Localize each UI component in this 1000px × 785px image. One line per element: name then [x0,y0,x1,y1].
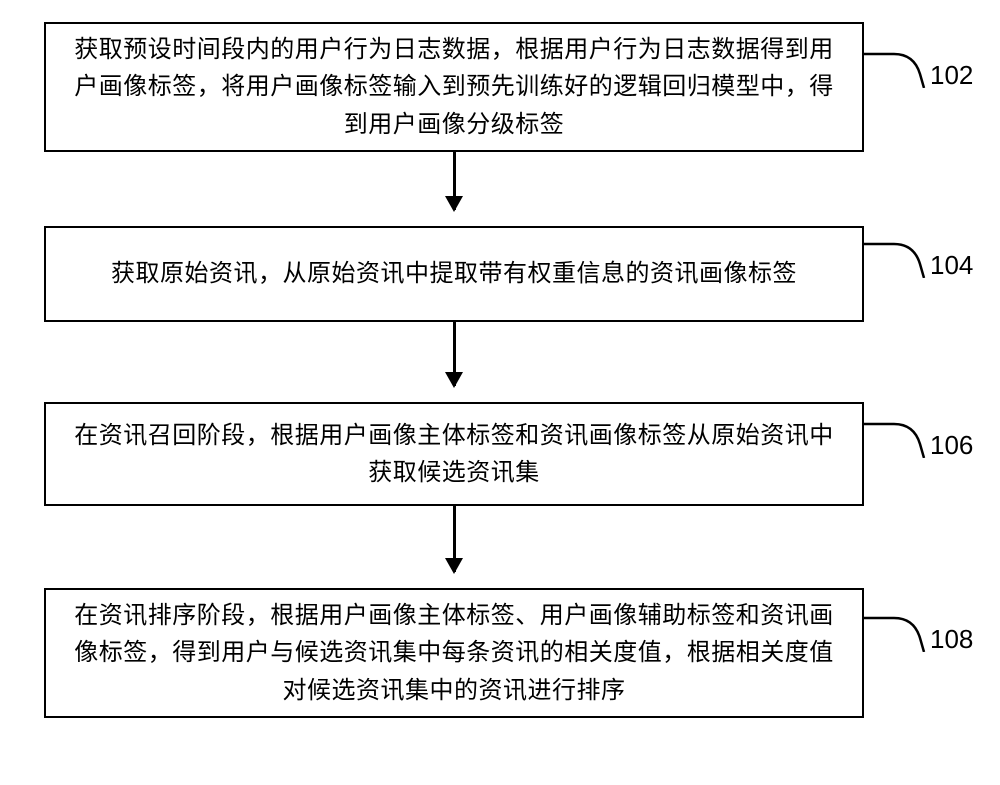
arrow-1 [453,152,456,210]
arrow-3 [453,506,456,572]
connector-104 [864,230,930,278]
step-box-102: 获取预设时间段内的用户行为日志数据，根据用户行为日志数据得到用户画像标签，将用户… [44,22,864,152]
step-box-106: 在资讯召回阶段，根据用户画像主体标签和资讯画像标签从原始资讯中获取候选资讯集 [44,402,864,506]
step-label-108: 108 [930,624,973,655]
step-text-104: 获取原始资讯，从原始资讯中提取带有权重信息的资讯画像标签 [111,255,797,292]
connector-106 [864,410,930,458]
step-label-102: 102 [930,60,973,91]
step-label-106: 106 [930,430,973,461]
connector-102 [864,40,930,88]
step-text-102: 获取预设时间段内的用户行为日志数据，根据用户行为日志数据得到用户画像标签，将用户… [66,31,842,143]
step-label-104: 104 [930,250,973,281]
step-box-104: 获取原始资讯，从原始资讯中提取带有权重信息的资讯画像标签 [44,226,864,322]
step-box-108: 在资讯排序阶段，根据用户画像主体标签、用户画像辅助标签和资讯画像标签，得到用户与… [44,588,864,718]
step-text-106: 在资讯召回阶段，根据用户画像主体标签和资讯画像标签从原始资讯中获取候选资讯集 [66,417,842,491]
connector-108 [864,604,930,652]
arrow-2 [453,322,456,386]
flowchart-canvas: 获取预设时间段内的用户行为日志数据，根据用户行为日志数据得到用户画像标签，将用户… [0,0,1000,785]
step-text-108: 在资讯排序阶段，根据用户画像主体标签、用户画像辅助标签和资讯画像标签，得到用户与… [66,597,842,709]
